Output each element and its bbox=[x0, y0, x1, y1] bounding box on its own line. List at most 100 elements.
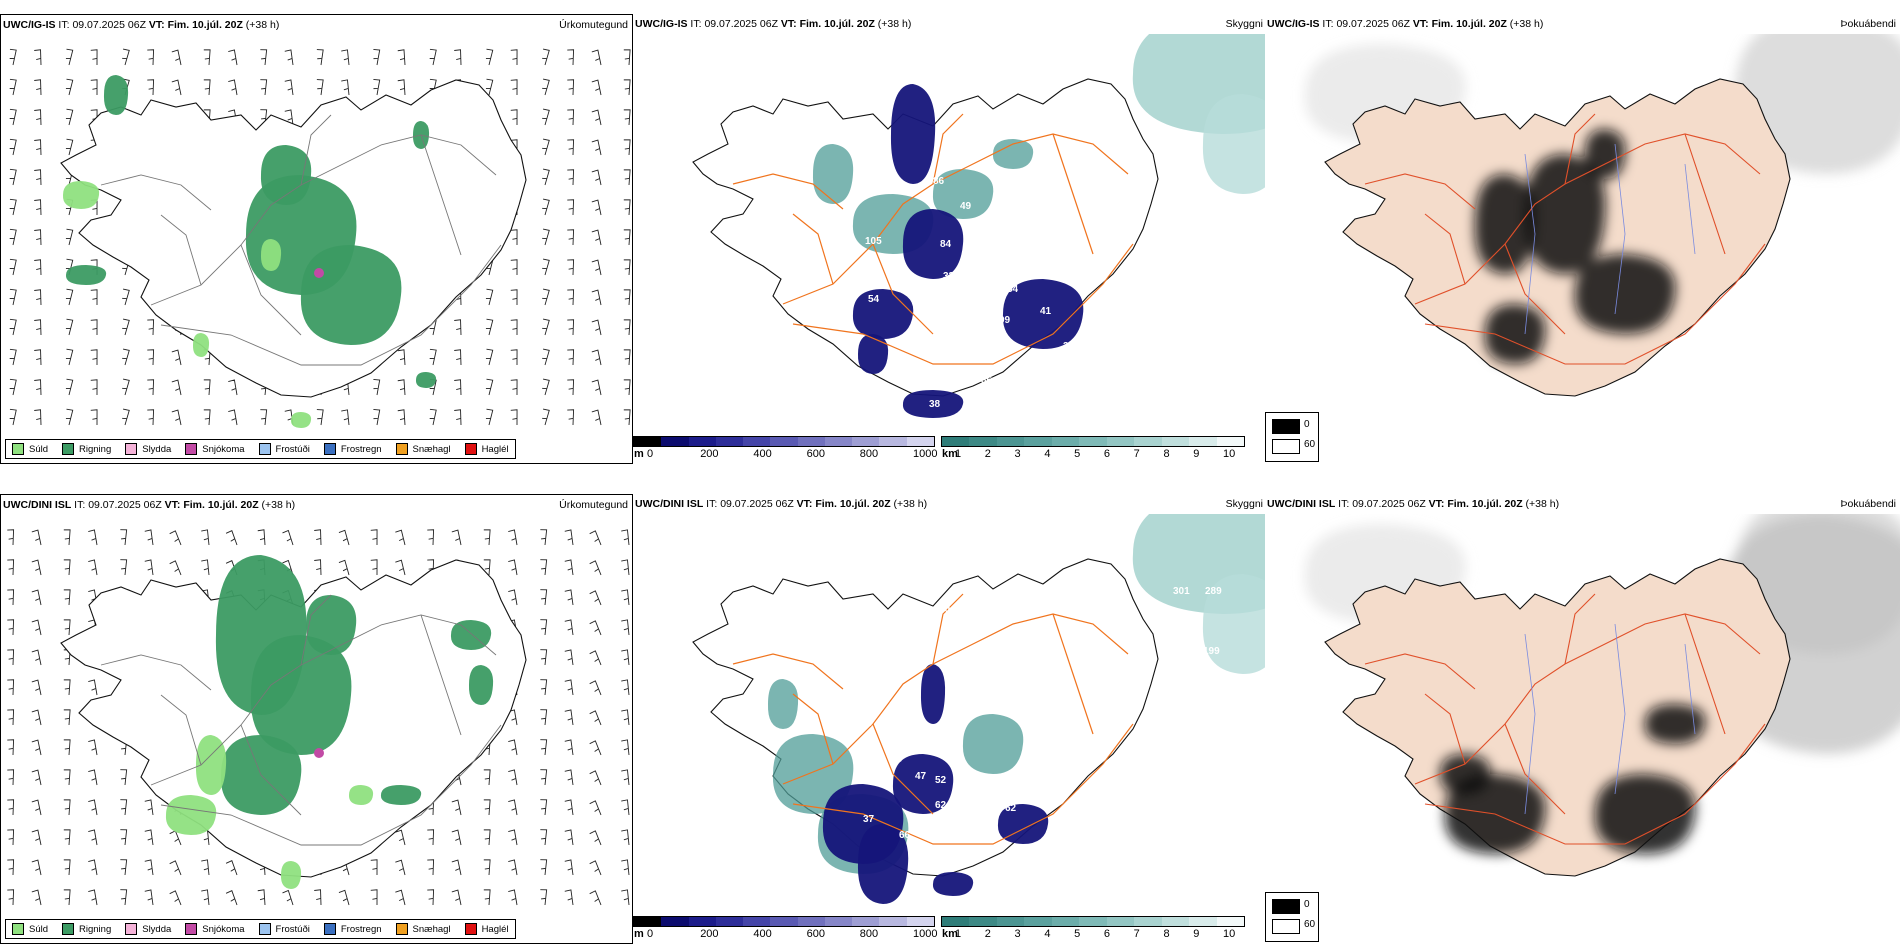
colorbar-tick: 8 bbox=[1163, 448, 1170, 460]
precip-type-map bbox=[7, 529, 630, 906]
fog-legend-low-label: 60 bbox=[1304, 919, 1316, 930]
ceiling-value-label: 53 bbox=[945, 750, 957, 761]
colorbar-unit: km bbox=[942, 928, 958, 940]
ceiling-colorbar: m 0 200 400 600 800 1000 bbox=[633, 916, 938, 942]
legend-swatch bbox=[62, 443, 75, 455]
colorbar-swatch bbox=[879, 437, 907, 446]
sky-panel-2: UWC/DINI ISL IT: 09.07.2025 06Z VT: Fim.… bbox=[633, 494, 1265, 944]
colorbar-swatch bbox=[1134, 437, 1162, 446]
colorbar-swatch bbox=[688, 437, 716, 446]
colorbar-tick: 8 bbox=[1163, 928, 1170, 940]
fog-panel-1: UWC/IG-IS IT: 09.07.2025 06Z VT: Fim. 10… bbox=[1265, 14, 1900, 464]
colorbar-swatch bbox=[996, 917, 1025, 926]
fog-index-map bbox=[1304, 34, 1900, 397]
panel-title: Skyggni bbox=[1225, 498, 1263, 510]
colorbar-swatch bbox=[824, 437, 853, 446]
colorbar-tick: 9 bbox=[1193, 928, 1200, 940]
colorbar-swatch bbox=[852, 917, 880, 926]
ceiling-value-label: 36 bbox=[911, 859, 923, 870]
ceiling-value-label: 37 bbox=[863, 814, 875, 825]
colorbar-swatch bbox=[1189, 437, 1217, 446]
legend-swatch bbox=[62, 923, 75, 935]
colorbar-tick: 200 bbox=[700, 928, 719, 940]
iceland-outline bbox=[1324, 558, 1791, 877]
roads bbox=[100, 594, 502, 846]
ceiling-value-label: 50 bbox=[939, 604, 951, 615]
colorbar-tick: 10 bbox=[1223, 448, 1236, 460]
colorbar-tick: 4 bbox=[1044, 448, 1051, 460]
legend-label: Frostregn bbox=[340, 923, 382, 935]
ceiling-areas bbox=[822, 664, 1049, 904]
colorbar-swatch bbox=[906, 437, 934, 446]
legend-label: Slydda bbox=[142, 443, 172, 455]
colorbar-swatch bbox=[1051, 437, 1080, 446]
legend-label: Snjókoma bbox=[202, 923, 245, 935]
ceiling-value-label: 199 bbox=[1203, 646, 1220, 657]
ceiling-value-label: 37 bbox=[916, 898, 928, 909]
colorbar-swatch bbox=[1079, 437, 1107, 446]
ceiling-value-label: 38 bbox=[891, 754, 903, 765]
ceiling-value-label: 52 bbox=[935, 775, 947, 786]
fog-legend-low-label: 60 bbox=[1304, 439, 1316, 450]
snow-spot bbox=[314, 268, 324, 278]
precip-type-legend: Súld Rigning Slydda Snjókoma Frostúði Frostre… bbox=[5, 439, 516, 459]
legend-swatch bbox=[125, 923, 138, 935]
legend-swatch bbox=[12, 443, 24, 455]
legend-item: Súld bbox=[12, 923, 48, 935]
legend-swatch bbox=[125, 443, 138, 455]
legend-swatch bbox=[258, 923, 271, 935]
colorbar-swatch bbox=[1161, 917, 1190, 926]
colorbar-tick: 3 bbox=[1014, 928, 1021, 940]
ceiling-labels: 50 23 38 53 36 47 52 62 37 66 36 37 35 62 107 37 301 289 1… bbox=[858, 586, 1222, 911]
legend-item: Rigning bbox=[62, 923, 111, 935]
colorbar-tick: 200 bbox=[700, 448, 719, 460]
colorbar-swatch bbox=[1106, 437, 1135, 446]
ceiling-value-label: 48 bbox=[931, 368, 943, 379]
colorbar-tick: 600 bbox=[806, 928, 825, 940]
colorbar-swatch bbox=[996, 437, 1025, 446]
colorbar-tick: 2 bbox=[984, 928, 991, 940]
ceiling-value-label: 30 bbox=[1063, 341, 1075, 352]
colorbar-swatch bbox=[942, 917, 970, 926]
colorbar-swatch bbox=[852, 437, 880, 446]
colorbar-swatch bbox=[1051, 917, 1080, 926]
roads bbox=[732, 593, 1134, 845]
legend-item: Slydda bbox=[125, 923, 171, 935]
legend-label: Haglél bbox=[481, 923, 509, 935]
ceiling-value-label: 289 bbox=[1205, 586, 1222, 597]
colorbar-swatch bbox=[661, 917, 689, 926]
colorbar-unit: m bbox=[634, 448, 644, 460]
legend-label: Slydda bbox=[142, 923, 172, 935]
panel-title: Úrkomutegund bbox=[559, 499, 628, 511]
precip-type-panel-1: UWC/IG-IS IT: 09.07.2025 06Z VT: Fim. 10… bbox=[0, 14, 633, 464]
legend-label: Frostúði bbox=[275, 923, 310, 935]
sky-panel-1: UWC/IG-IS IT: 09.07.2025 06Z VT: Fim. 10… bbox=[633, 14, 1265, 464]
colorbar-swatch bbox=[969, 437, 997, 446]
sea-visibility bbox=[1132, 514, 1265, 674]
legend-item: Frostúði bbox=[258, 923, 310, 935]
colorbar-tick: 1000 bbox=[913, 928, 938, 940]
legend-swatch bbox=[323, 923, 336, 935]
legend-label: Snæhagl bbox=[412, 923, 451, 935]
colorbar-tick: 400 bbox=[753, 448, 772, 460]
colorbar-swatch bbox=[715, 917, 744, 926]
ceiling-value-label: 33 bbox=[943, 271, 955, 282]
ceiling-colorbar: m 0 200 400 600 800 1000 bbox=[633, 436, 937, 462]
rivers bbox=[1524, 143, 1696, 335]
legend-swatch bbox=[323, 443, 336, 455]
legend-item: Frostregn bbox=[323, 923, 382, 935]
ceiling-value-label: 105 bbox=[865, 236, 882, 247]
ceiling-value-label: 107 bbox=[1015, 778, 1032, 789]
fog-legend: 0 60 bbox=[1265, 892, 1319, 942]
colorbar-tick: 4 bbox=[1044, 928, 1051, 940]
ceiling-value-label: 301 bbox=[1173, 586, 1190, 597]
fog-panel-2: UWC/DINI ISL IT: 09.07.2025 06Z VT: Fim.… bbox=[1265, 494, 1900, 944]
legend-label: Súld bbox=[29, 443, 49, 455]
colorbar-swatch bbox=[1024, 917, 1052, 926]
colorbar-swatch bbox=[906, 917, 934, 926]
legend-swatch bbox=[395, 923, 408, 935]
ceiling-value-label: 86 bbox=[933, 176, 945, 187]
legend-item: Frostregn bbox=[323, 443, 382, 455]
